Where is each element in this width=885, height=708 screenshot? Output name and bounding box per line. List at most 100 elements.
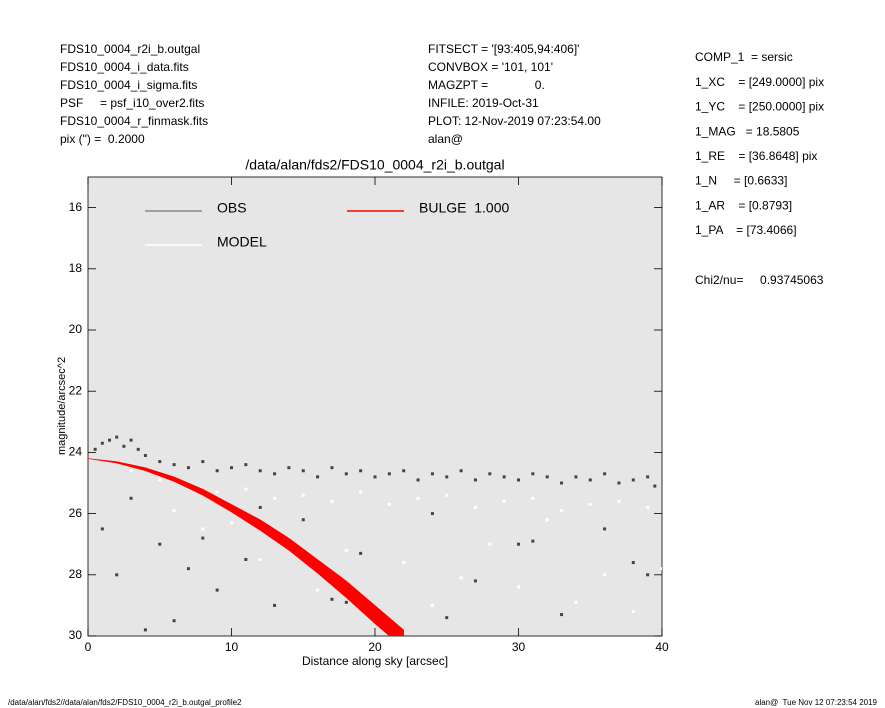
point	[373, 475, 377, 479]
header-left-line: FDS10_0004_i_data.fits	[60, 60, 189, 74]
point	[617, 481, 621, 485]
param-line: 1_MAG = 18.5805	[695, 124, 800, 138]
point	[129, 469, 133, 473]
plot-area	[87, 176, 663, 637]
point	[215, 469, 219, 473]
point	[473, 579, 477, 583]
point	[115, 573, 119, 577]
bulge-band	[88, 458, 404, 636]
point	[158, 542, 162, 546]
point	[445, 475, 449, 479]
y-tick-label: 24	[69, 445, 83, 459]
point	[258, 558, 262, 561]
point	[186, 466, 190, 470]
x-axis-label: Distance along sky [arcsec]	[302, 654, 448, 668]
point	[158, 478, 162, 482]
point	[445, 616, 449, 620]
point	[122, 444, 126, 448]
point	[660, 567, 662, 571]
point	[359, 490, 363, 494]
y-tick-label: 30	[69, 628, 83, 642]
legend-label: MODEL	[217, 234, 267, 250]
header-mid-line: CONVBOX = '101, 101'	[428, 60, 553, 74]
point	[646, 573, 650, 577]
point	[560, 613, 564, 617]
header-mid-line: alan@	[428, 132, 463, 146]
point	[588, 502, 592, 506]
x-tick-label: 30	[512, 640, 526, 654]
point	[502, 475, 506, 479]
param-line: 1_PA = [73.4066]	[695, 223, 797, 237]
point	[129, 438, 133, 442]
point	[560, 509, 564, 513]
y-tick-label: 22	[69, 383, 83, 397]
point	[273, 472, 277, 476]
point	[430, 472, 434, 476]
point	[531, 496, 535, 500]
legend-label: BULGE 1.000	[419, 200, 509, 216]
point	[459, 576, 463, 580]
point	[488, 472, 492, 476]
point	[201, 536, 205, 540]
point	[258, 505, 262, 509]
point	[517, 478, 520, 482]
point	[430, 512, 434, 516]
header-mid-line: PLOT: 12-Nov-2019 07:23:54.00	[428, 114, 601, 128]
y-tick-label: 18	[69, 261, 83, 275]
point	[603, 527, 607, 531]
header-mid-line: FITSECT = '[93:405,94:406]'	[428, 42, 579, 56]
point	[517, 542, 520, 546]
point	[631, 610, 635, 614]
point	[100, 527, 104, 531]
chi2: Chi2/nu= 0.93745063	[695, 273, 824, 287]
point	[344, 548, 348, 552]
point	[387, 502, 391, 506]
point	[359, 469, 363, 473]
x-tick-label: 20	[368, 640, 382, 654]
param-line: 1_XC = [249.0000] pix	[695, 75, 824, 89]
point	[143, 453, 147, 457]
point	[445, 493, 449, 497]
point	[430, 603, 434, 607]
point	[330, 597, 334, 601]
point	[617, 499, 621, 503]
point	[129, 496, 133, 500]
point	[402, 561, 406, 565]
point	[646, 505, 650, 509]
chart-title: /data/alan/fds2/FDS10_0004_r2i_b.outgal	[245, 157, 504, 173]
point	[603, 472, 607, 476]
point	[344, 472, 348, 476]
point	[301, 518, 305, 522]
point	[531, 472, 535, 476]
point	[574, 600, 578, 604]
param-line: 1_N = [0.6633]	[695, 174, 787, 188]
point	[273, 603, 277, 607]
header-left-line: FDS10_0004_r2i_b.outgal	[60, 42, 200, 56]
y-tick-label: 26	[69, 506, 83, 520]
point	[244, 463, 248, 467]
point	[244, 558, 248, 561]
point	[560, 481, 564, 485]
point	[402, 469, 406, 473]
point	[603, 573, 607, 577]
point	[416, 496, 420, 500]
point	[172, 463, 176, 467]
y-tick-label: 20	[69, 322, 83, 336]
point	[545, 518, 549, 522]
footer-left: /data/alan/fds2//data/alan/fds2/FDS10_00…	[8, 698, 242, 707]
point	[201, 527, 205, 531]
x-tick-label: 0	[85, 640, 92, 654]
point	[172, 619, 176, 623]
point	[215, 490, 219, 494]
point	[201, 460, 205, 464]
point	[215, 588, 219, 592]
point	[416, 478, 420, 482]
point	[316, 475, 320, 479]
point	[93, 447, 97, 451]
point	[108, 438, 112, 442]
footer-right: alan@ Tue Nov 12 07:23:54 2019	[755, 698, 878, 707]
param-line: COMP_1 = sersic	[695, 50, 793, 64]
point	[344, 600, 348, 604]
point	[301, 469, 305, 473]
